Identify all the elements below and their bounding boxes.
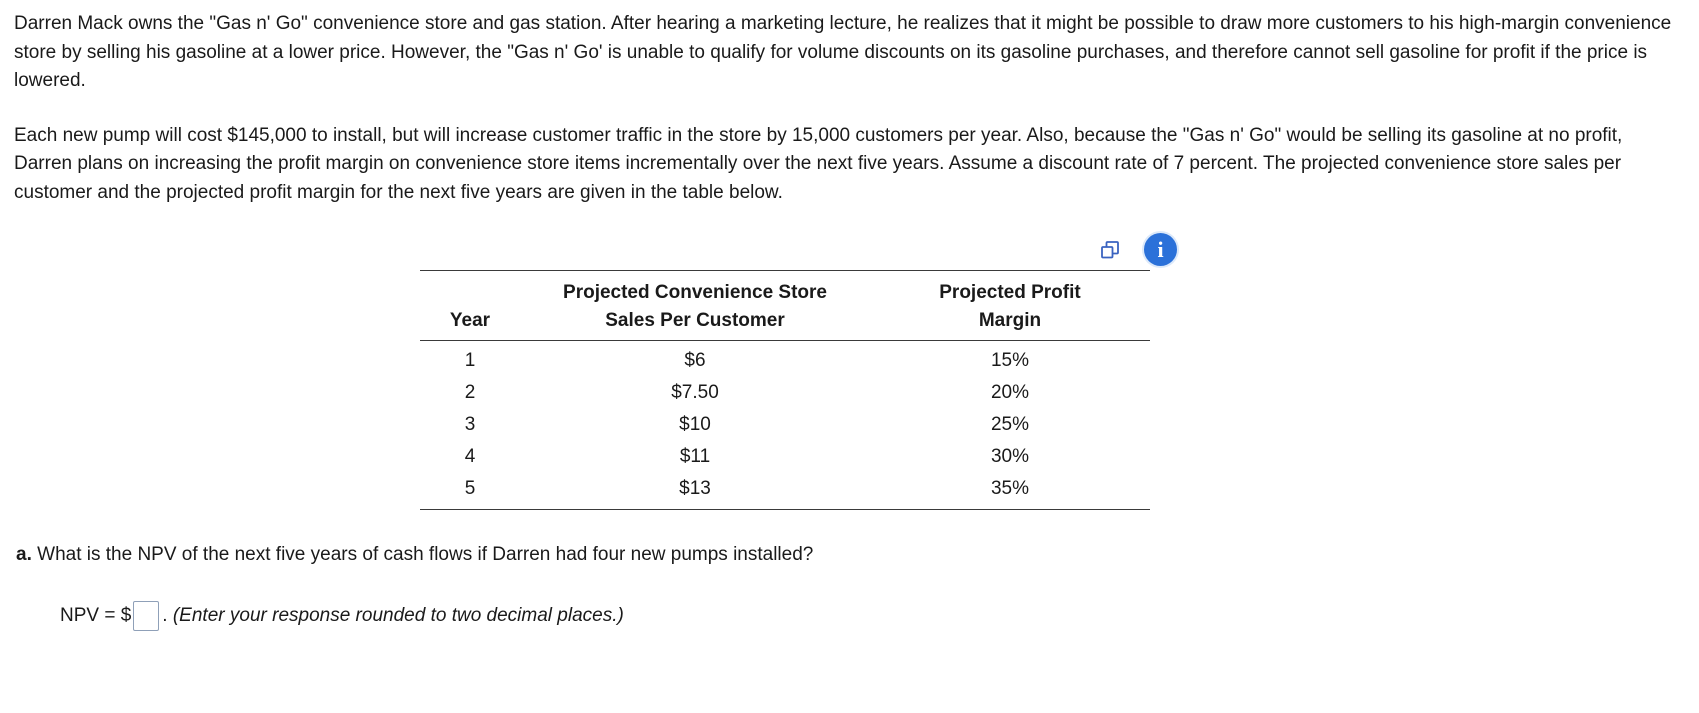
npv-input[interactable] [133, 600, 160, 631]
sales-cell: $10 [679, 414, 711, 436]
year-cell: 4 [464, 446, 476, 468]
year-header: Year [420, 270, 520, 342]
sales-cell: $11 [679, 446, 711, 468]
year-cell: 1 [464, 350, 476, 372]
year-header-label: Year [449, 309, 491, 331]
margin-cell: 30% [990, 446, 1030, 468]
sales-header-line2: Sales Per Customer [605, 309, 785, 331]
margin-header-line1: Projected Profit [939, 282, 1081, 303]
table-row: 2 $7.50 20% [420, 377, 1150, 409]
copy-icon[interactable] [1100, 240, 1120, 260]
question-a-label: a. [16, 544, 32, 566]
table-toolbar: i [14, 233, 1177, 266]
problem-paragraph-2: Each new pump will cost $145,000 to inst… [14, 124, 1623, 203]
margin-header-line2: Margin [978, 309, 1042, 331]
margin-cell: 15% [990, 350, 1030, 372]
table-row: 5 $13 35% [420, 473, 1150, 511]
question-a: a. What is the NPV of the next five year… [16, 542, 1685, 569]
margin-cell: 20% [990, 382, 1030, 404]
table-row: 1 $6 15% [420, 341, 1150, 378]
year-cell: 5 [420, 473, 520, 511]
year-cell: 3 [464, 414, 476, 436]
npv-label: NPV = $ [60, 604, 132, 626]
margin-cell: 25% [990, 414, 1030, 436]
sales-cell: $6 [684, 350, 706, 372]
sales-cell: $7.50 [671, 382, 719, 404]
table-header-row: Year Projected Convenience Store Sales P… [420, 270, 1150, 342]
sales-cell: $13 [520, 473, 870, 511]
answer-row: NPV = $. (Enter your response rounded to… [60, 600, 1685, 631]
table-row: 4 $11 30% [420, 441, 1150, 473]
sales-header: Projected Convenience Store Sales Per Cu… [520, 270, 870, 342]
margin-cell: 35% [870, 473, 1150, 511]
question-a-text: What is the NPV of the next five years o… [31, 544, 814, 566]
year-cell: 2 [464, 382, 476, 404]
answer-period: . [162, 604, 173, 626]
problem-paragraph-1: Darren Mack owns the "Gas n' Go" conveni… [14, 13, 1672, 91]
info-icon[interactable]: i [1144, 233, 1177, 266]
answer-instruction: (Enter your response rounded to two deci… [172, 604, 624, 626]
margin-header: Projected Profit Margin [870, 270, 1150, 342]
table-row: 3 $10 25% [420, 409, 1150, 441]
sales-header-line1: Projected Convenience Store [563, 282, 827, 303]
projections-table: Year Projected Convenience Store Sales P… [420, 270, 1150, 511]
